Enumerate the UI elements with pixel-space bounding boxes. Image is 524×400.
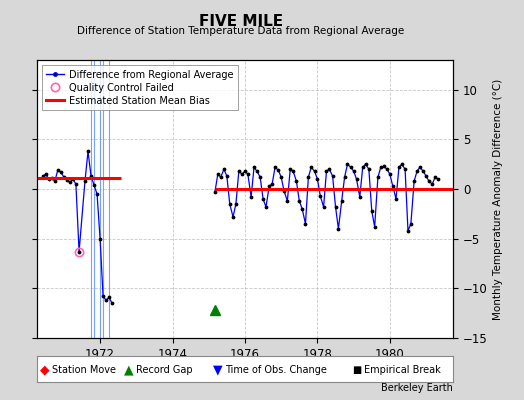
Text: Station Move: Station Move xyxy=(52,365,116,375)
Text: ▼: ▼ xyxy=(213,364,222,376)
Text: ▲: ▲ xyxy=(124,364,133,376)
Text: ■: ■ xyxy=(352,365,361,375)
Text: ◆: ◆ xyxy=(40,364,49,376)
Text: Difference of Station Temperature Data from Regional Average: Difference of Station Temperature Data f… xyxy=(78,26,405,36)
Text: Time of Obs. Change: Time of Obs. Change xyxy=(225,365,327,375)
Text: Berkeley Earth: Berkeley Earth xyxy=(381,383,453,393)
Y-axis label: Monthly Temperature Anomaly Difference (°C): Monthly Temperature Anomaly Difference (… xyxy=(493,78,503,320)
Text: Empirical Break: Empirical Break xyxy=(364,365,440,375)
Text: FIVE MILE: FIVE MILE xyxy=(199,14,283,29)
Text: Record Gap: Record Gap xyxy=(136,365,193,375)
Legend: Difference from Regional Average, Quality Control Failed, Estimated Station Mean: Difference from Regional Average, Qualit… xyxy=(41,65,238,110)
